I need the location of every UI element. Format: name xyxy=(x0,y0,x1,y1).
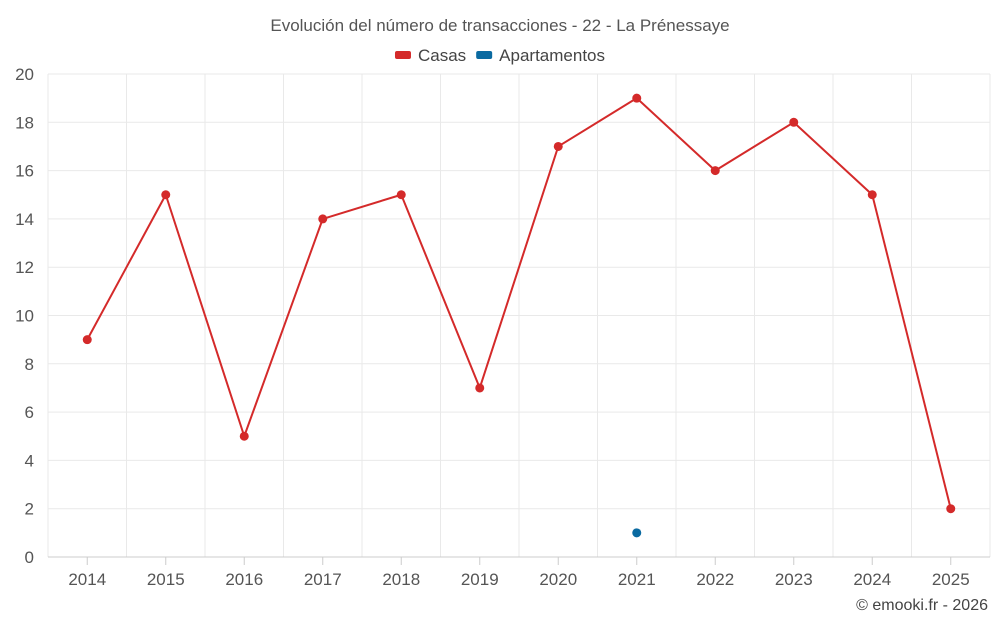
y-tick-label: 4 xyxy=(25,451,34,470)
y-tick-label: 10 xyxy=(15,307,34,326)
x-tick-label: 2019 xyxy=(461,570,499,589)
legend-item-casas: Casas xyxy=(394,46,466,65)
x-tick-label: 2020 xyxy=(539,570,577,589)
x-tick-label: 2023 xyxy=(775,570,813,589)
x-tick-label: 2015 xyxy=(147,570,185,589)
legend-label: Apartamentos xyxy=(499,46,605,65)
data-point-casas xyxy=(475,383,485,393)
x-tick-label: 2025 xyxy=(932,570,970,589)
x-tick-label: 2018 xyxy=(382,570,420,589)
y-tick-label: 14 xyxy=(15,210,34,229)
data-point-casas xyxy=(632,93,642,103)
data-point-casas xyxy=(318,214,328,224)
grid xyxy=(47,73,991,557)
data-point-casas xyxy=(396,190,406,200)
chart-title: Evolución del número de transacciones - … xyxy=(270,16,729,35)
legend: Casas Apartamentos xyxy=(394,46,605,65)
x-tick-label: 2021 xyxy=(618,570,656,589)
y-tick-label: 20 xyxy=(15,65,34,84)
y-tick-label: 2 xyxy=(25,500,34,519)
x-tick-label: 2022 xyxy=(696,570,734,589)
y-tick-label: 12 xyxy=(15,258,34,277)
data-point-casas xyxy=(82,335,92,345)
legend-item-apartamentos: Apartamentos xyxy=(476,46,605,65)
x-tick-label: 2016 xyxy=(225,570,263,589)
x-tick-label: 2024 xyxy=(853,570,891,589)
y-tick-label: 0 xyxy=(25,548,34,567)
y-tick-label: 8 xyxy=(25,355,34,374)
y-tick-label: 18 xyxy=(15,113,34,132)
x-tick-label: 2014 xyxy=(68,570,106,589)
data-point-casas xyxy=(553,141,563,151)
series-layer xyxy=(82,93,956,538)
data-point-casas xyxy=(239,431,249,441)
y-tick-label: 6 xyxy=(25,403,34,422)
credit-text: © emooki.fr - 2026 xyxy=(856,597,988,614)
data-point-casas xyxy=(867,190,877,200)
legend-swatch xyxy=(394,51,411,59)
legend-label: Casas xyxy=(418,46,466,65)
data-point-casas xyxy=(789,117,799,127)
y-tick-label: 16 xyxy=(15,162,34,181)
data-point-casas xyxy=(710,166,720,176)
series-line-casas xyxy=(86,97,952,509)
legend-swatch xyxy=(476,51,493,59)
x-tick-label: 2017 xyxy=(304,570,342,589)
data-point-casas xyxy=(946,504,956,514)
data-point-casas xyxy=(161,190,171,200)
axes: 0 2 4 6 8 10 12 14 16 18 20 2014 2015 2016 2017 2018 201… xyxy=(15,65,990,589)
data-point-apartamentos xyxy=(632,528,642,538)
